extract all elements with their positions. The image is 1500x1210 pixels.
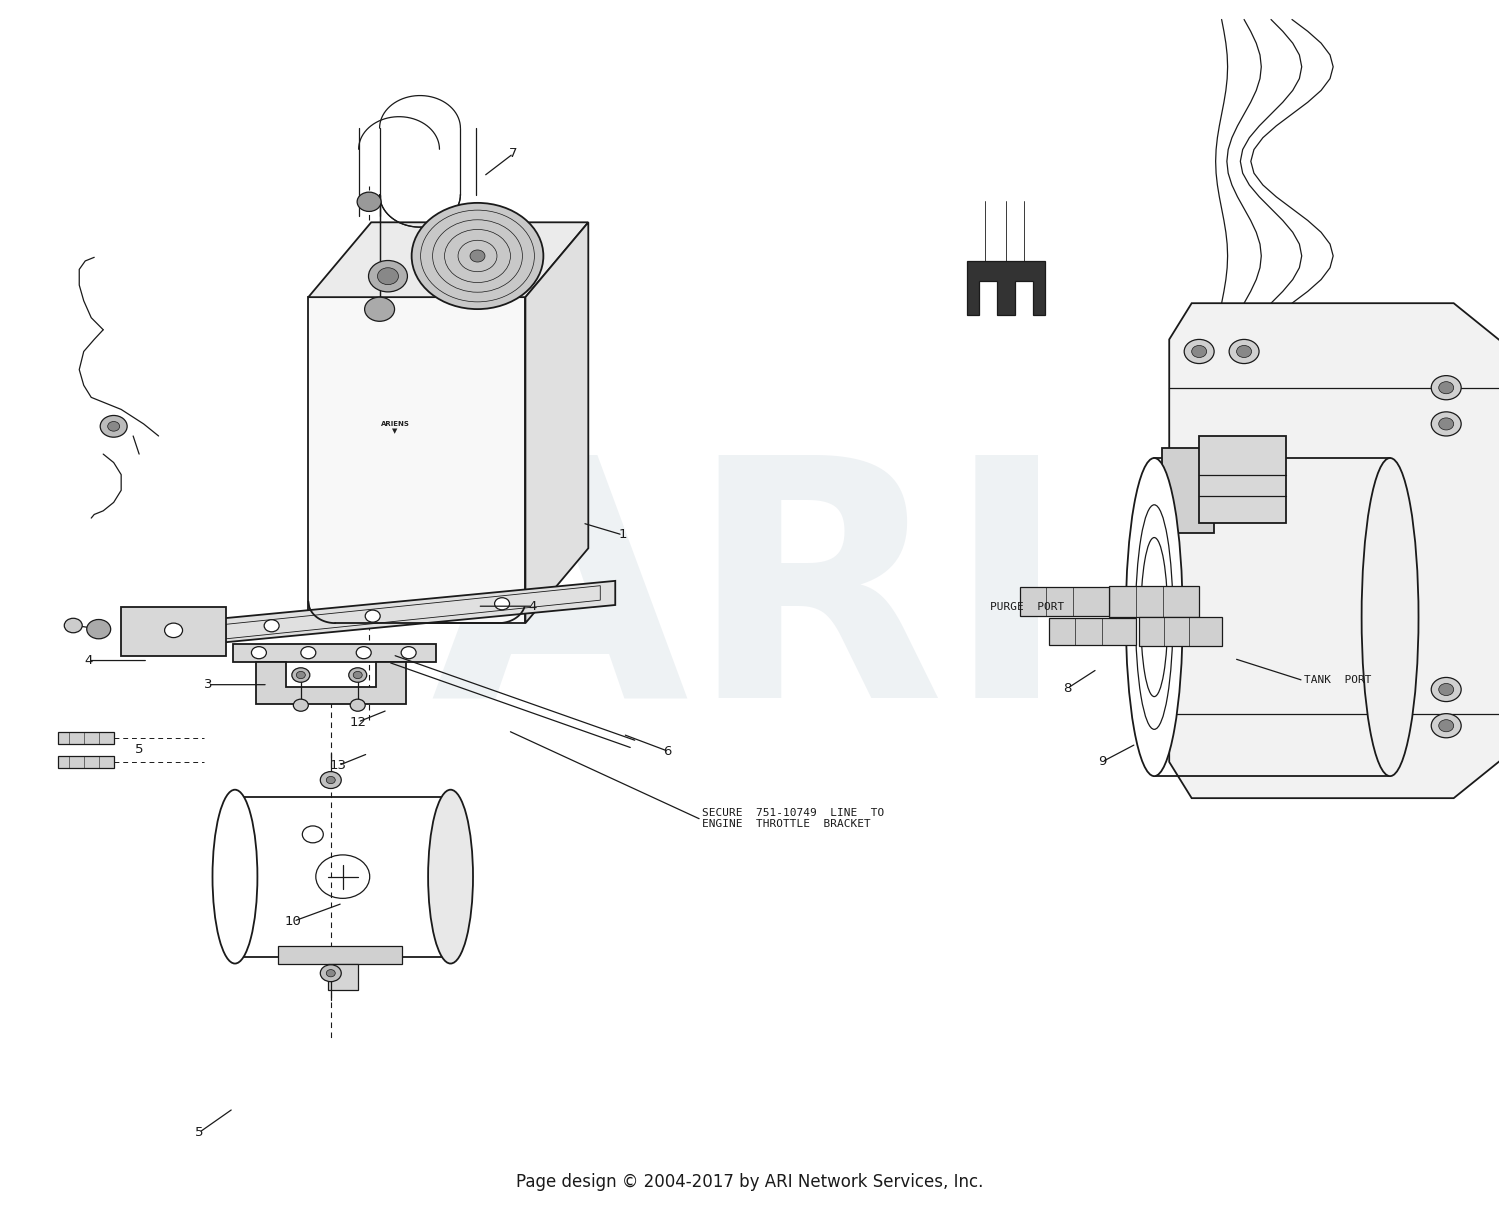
Circle shape	[1191, 345, 1206, 357]
Polygon shape	[309, 298, 525, 623]
Polygon shape	[58, 732, 114, 744]
Circle shape	[1228, 340, 1258, 363]
Circle shape	[495, 598, 510, 610]
Circle shape	[327, 969, 336, 976]
Circle shape	[264, 620, 279, 632]
Circle shape	[1431, 714, 1461, 738]
Polygon shape	[1020, 587, 1110, 616]
Circle shape	[327, 777, 336, 784]
Circle shape	[302, 646, 316, 658]
Text: 8: 8	[1064, 681, 1071, 695]
Text: SECURE  751-10749  LINE  TO
ENGINE  THROTTLE  BRACKET: SECURE 751-10749 LINE TO ENGINE THROTTLE…	[702, 808, 885, 830]
Circle shape	[364, 610, 380, 622]
Circle shape	[1431, 375, 1461, 399]
Circle shape	[1438, 417, 1454, 430]
Text: ARIENS
▼: ARIENS ▼	[381, 421, 410, 434]
Circle shape	[352, 672, 362, 679]
Polygon shape	[328, 963, 357, 990]
Polygon shape	[122, 607, 226, 656]
Circle shape	[1431, 678, 1461, 702]
Circle shape	[400, 646, 416, 658]
Circle shape	[350, 699, 364, 711]
Polygon shape	[58, 756, 114, 768]
Polygon shape	[1198, 436, 1286, 523]
Text: 4: 4	[84, 655, 93, 667]
Text: TANK  PORT: TANK PORT	[1304, 675, 1371, 685]
Ellipse shape	[1126, 459, 1182, 776]
Circle shape	[364, 298, 394, 322]
Circle shape	[369, 260, 408, 292]
Circle shape	[321, 772, 342, 789]
Text: 9: 9	[1098, 755, 1106, 768]
Circle shape	[108, 421, 120, 431]
Ellipse shape	[213, 790, 258, 963]
Circle shape	[252, 646, 267, 658]
Polygon shape	[1140, 617, 1221, 646]
Text: 1: 1	[618, 529, 627, 542]
Circle shape	[100, 415, 128, 437]
Polygon shape	[256, 662, 405, 704]
Text: 12: 12	[350, 715, 366, 728]
Text: Page design © 2004-2017 by ARI Network Services, Inc.: Page design © 2004-2017 by ARI Network S…	[516, 1172, 984, 1191]
Circle shape	[357, 192, 381, 212]
Circle shape	[165, 623, 183, 638]
Circle shape	[470, 250, 484, 263]
Circle shape	[1438, 381, 1454, 393]
Text: 5: 5	[135, 743, 144, 756]
Text: 4: 4	[528, 600, 537, 612]
Text: ARI: ARI	[430, 444, 1070, 766]
Polygon shape	[234, 644, 435, 662]
Circle shape	[356, 646, 370, 658]
Circle shape	[87, 620, 111, 639]
Text: 10: 10	[285, 915, 302, 928]
Polygon shape	[1050, 618, 1137, 645]
Polygon shape	[1110, 586, 1198, 617]
Text: 13: 13	[330, 759, 346, 772]
Text: 5: 5	[195, 1127, 204, 1139]
Circle shape	[294, 699, 309, 711]
Polygon shape	[525, 223, 588, 623]
Circle shape	[1431, 411, 1461, 436]
Ellipse shape	[1362, 459, 1419, 776]
Text: PURGE  PORT: PURGE PORT	[990, 603, 1064, 612]
Polygon shape	[309, 223, 588, 298]
Circle shape	[64, 618, 82, 633]
Circle shape	[348, 668, 366, 682]
Text: 6: 6	[663, 744, 672, 757]
Circle shape	[378, 267, 399, 284]
Text: 3: 3	[204, 678, 213, 691]
Circle shape	[411, 203, 543, 309]
Polygon shape	[1168, 304, 1500, 799]
Circle shape	[297, 672, 306, 679]
Circle shape	[1236, 345, 1251, 357]
Circle shape	[292, 668, 310, 682]
Circle shape	[1184, 340, 1214, 363]
Text: 7: 7	[509, 146, 518, 160]
Circle shape	[1438, 720, 1454, 732]
Polygon shape	[1161, 448, 1214, 532]
Polygon shape	[278, 946, 402, 963]
Circle shape	[321, 964, 342, 981]
Polygon shape	[968, 261, 1046, 316]
Polygon shape	[211, 581, 615, 644]
Ellipse shape	[427, 790, 472, 963]
Circle shape	[1438, 684, 1454, 696]
